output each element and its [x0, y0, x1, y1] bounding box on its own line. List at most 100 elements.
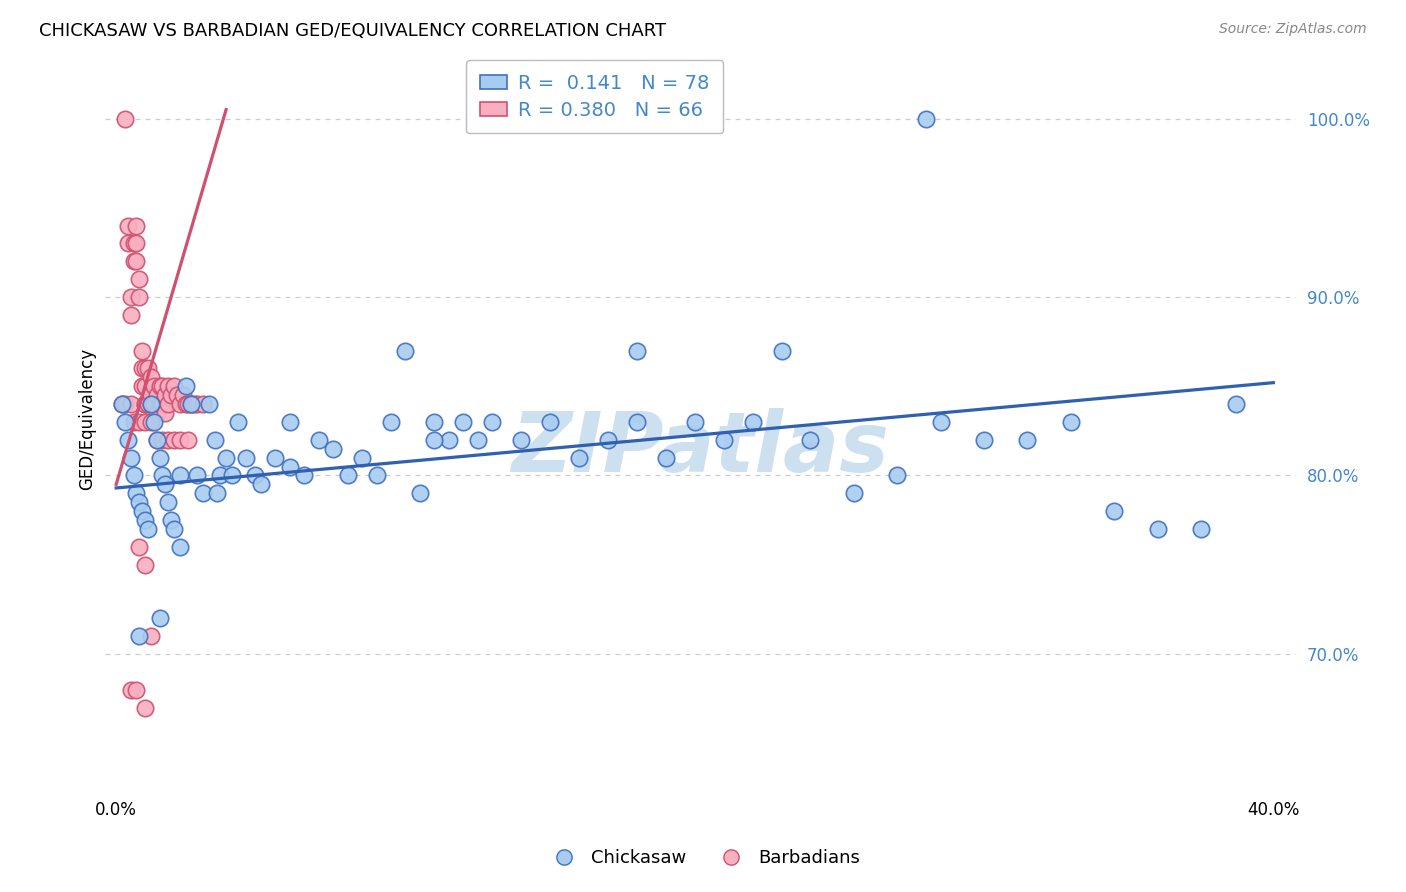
- Point: [128, 629, 150, 643]
- Point: [145, 433, 167, 447]
- Point: [683, 415, 706, 429]
- Point: [117, 433, 139, 447]
- Point: [134, 397, 156, 411]
- Text: Source: ZipAtlas.com: Source: ZipAtlas.com: [1219, 22, 1367, 37]
- Point: [125, 682, 148, 697]
- Point: [136, 397, 159, 411]
- Point: [114, 397, 136, 411]
- Point: [163, 433, 186, 447]
- Point: [197, 397, 219, 411]
- Point: [250, 477, 273, 491]
- Point: [128, 495, 150, 509]
- Point: [437, 433, 460, 447]
- Point: [157, 495, 180, 509]
- Point: [292, 468, 315, 483]
- Point: [235, 450, 257, 465]
- Point: [191, 397, 214, 411]
- Point: [568, 450, 591, 465]
- Point: [120, 290, 142, 304]
- Point: [226, 415, 249, 429]
- Point: [886, 468, 908, 483]
- Point: [120, 682, 142, 697]
- Point: [145, 406, 167, 420]
- Point: [152, 379, 174, 393]
- Point: [148, 397, 170, 411]
- Point: [136, 522, 159, 536]
- Point: [139, 397, 162, 411]
- Point: [111, 397, 134, 411]
- Point: [1189, 522, 1212, 536]
- Point: [1060, 415, 1083, 429]
- Point: [111, 397, 134, 411]
- Point: [366, 468, 388, 483]
- Point: [142, 415, 165, 429]
- Point: [155, 388, 177, 402]
- Point: [453, 415, 475, 429]
- Point: [131, 361, 153, 376]
- Point: [180, 397, 202, 411]
- Point: [655, 450, 678, 465]
- Point: [380, 415, 402, 429]
- Point: [134, 558, 156, 572]
- Point: [322, 442, 344, 456]
- Point: [467, 433, 489, 447]
- Point: [128, 415, 150, 429]
- Point: [215, 450, 238, 465]
- Point: [929, 415, 952, 429]
- Point: [177, 397, 200, 411]
- Point: [128, 540, 150, 554]
- Point: [139, 370, 162, 384]
- Y-axis label: GED/Equivalency: GED/Equivalency: [79, 348, 96, 491]
- Point: [152, 433, 174, 447]
- Point: [134, 513, 156, 527]
- Point: [191, 486, 214, 500]
- Point: [163, 379, 186, 393]
- Point: [166, 388, 188, 402]
- Text: CHICKASAW VS BARBADIAN GED/EQUIVALENCY CORRELATION CHART: CHICKASAW VS BARBADIAN GED/EQUIVALENCY C…: [39, 22, 666, 40]
- Point: [596, 433, 619, 447]
- Point: [131, 504, 153, 518]
- Point: [120, 308, 142, 322]
- Point: [842, 486, 865, 500]
- Point: [207, 486, 229, 500]
- Point: [264, 450, 287, 465]
- Point: [160, 513, 183, 527]
- Point: [394, 343, 416, 358]
- Point: [131, 379, 153, 393]
- Point: [142, 397, 165, 411]
- Point: [278, 415, 301, 429]
- Point: [148, 611, 170, 625]
- Point: [336, 468, 359, 483]
- Point: [157, 397, 180, 411]
- Point: [139, 629, 162, 643]
- Point: [145, 388, 167, 402]
- Point: [125, 254, 148, 268]
- Point: [145, 433, 167, 447]
- Point: [169, 397, 191, 411]
- Legend: R =  0.141   N = 78, R = 0.380   N = 66: R = 0.141 N = 78, R = 0.380 N = 66: [465, 61, 724, 134]
- Point: [134, 415, 156, 429]
- Point: [114, 415, 136, 429]
- Point: [134, 700, 156, 714]
- Point: [134, 361, 156, 376]
- Point: [204, 433, 226, 447]
- Point: [148, 379, 170, 393]
- Point: [120, 450, 142, 465]
- Point: [134, 379, 156, 393]
- Point: [157, 433, 180, 447]
- Point: [626, 415, 648, 429]
- Point: [134, 397, 156, 411]
- Point: [481, 415, 503, 429]
- Point: [243, 468, 266, 483]
- Point: [131, 343, 153, 358]
- Point: [1146, 522, 1168, 536]
- Point: [125, 236, 148, 251]
- Point: [770, 343, 793, 358]
- Point: [799, 433, 821, 447]
- Point: [139, 388, 162, 402]
- Point: [174, 397, 197, 411]
- Point: [177, 433, 200, 447]
- Legend: Chickasaw, Barbadians: Chickasaw, Barbadians: [538, 842, 868, 874]
- Point: [308, 433, 330, 447]
- Point: [122, 236, 145, 251]
